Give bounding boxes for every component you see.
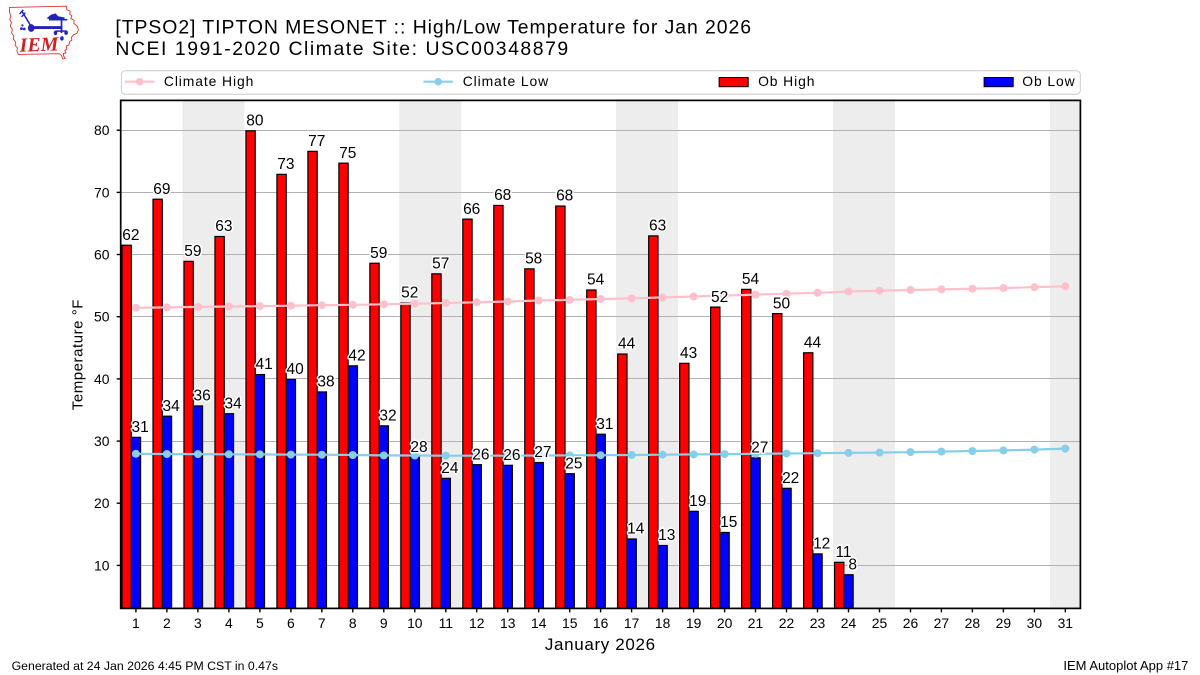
svg-text:4: 4 [225,615,233,631]
svg-text:75: 75 [339,145,356,162]
svg-text:29: 29 [996,615,1012,631]
svg-text:68: 68 [494,187,511,204]
svg-text:25: 25 [565,455,582,472]
svg-text:62: 62 [122,227,139,244]
svg-text:12: 12 [813,536,830,553]
svg-text:IEM: IEM [18,33,60,56]
svg-text:Ob Low: Ob Low [1022,73,1075,89]
svg-text:22: 22 [782,470,799,487]
svg-text:27: 27 [934,615,950,631]
svg-text:43: 43 [680,345,697,362]
svg-text:34: 34 [162,398,180,415]
svg-text:Temperature °F: Temperature °F [70,299,87,410]
svg-text:13: 13 [500,615,516,631]
svg-text:19: 19 [686,615,702,631]
svg-text:21: 21 [748,615,764,631]
svg-text:Climate Low: Climate Low [463,73,549,89]
svg-text:20: 20 [717,615,733,631]
svg-text:31: 31 [1058,615,1074,631]
svg-text:Climate High: Climate High [164,73,254,89]
svg-text:34: 34 [224,395,242,412]
svg-text:73: 73 [277,156,294,173]
svg-text:69: 69 [153,181,170,198]
svg-text:58: 58 [525,251,542,268]
svg-text:44: 44 [804,335,822,352]
svg-text:18: 18 [655,615,671,631]
svg-text:20: 20 [94,495,110,511]
svg-text:32: 32 [379,408,396,425]
svg-text:27: 27 [534,444,551,461]
svg-text:44: 44 [618,336,636,353]
svg-text:2: 2 [163,615,171,631]
svg-text:12: 12 [469,615,485,631]
svg-text:41: 41 [255,356,272,373]
svg-text:22: 22 [779,615,795,631]
svg-text:8: 8 [349,615,357,631]
svg-text:59: 59 [370,245,387,262]
svg-text:January 2026: January 2026 [545,635,656,654]
svg-text:24: 24 [841,615,857,631]
svg-text:70: 70 [94,184,110,200]
svg-text:57: 57 [432,256,449,273]
svg-text:9: 9 [380,615,388,631]
svg-text:68: 68 [556,188,573,205]
svg-text:59: 59 [184,243,201,260]
svg-text:52: 52 [401,285,418,302]
svg-text:3: 3 [194,615,202,631]
svg-text:26: 26 [903,615,919,631]
svg-text:26: 26 [472,446,489,463]
svg-text:54: 54 [742,271,760,288]
svg-text:10: 10 [407,615,423,631]
svg-text:14: 14 [531,615,547,631]
svg-text:77: 77 [308,133,325,150]
svg-text:10: 10 [94,557,110,573]
svg-text:19: 19 [689,493,706,510]
svg-text:7: 7 [318,615,326,631]
svg-text:5: 5 [256,615,264,631]
svg-text:23: 23 [810,615,826,631]
svg-text:6: 6 [287,615,295,631]
svg-text:IEM Autoplot App #17: IEM Autoplot App #17 [1063,658,1188,673]
svg-text:31: 31 [131,419,148,436]
svg-text:Generated at 24 Jan 2026 4:45: Generated at 24 Jan 2026 4:45 PM CST in … [12,659,278,673]
svg-text:NCEI 1991-2020 Climate Site: U: NCEI 1991-2020 Climate Site: USC00348879 [115,38,569,60]
svg-text:31: 31 [596,416,613,433]
svg-text:1: 1 [132,615,140,631]
svg-text:26: 26 [503,447,520,464]
svg-text:28: 28 [410,439,427,456]
svg-text:52: 52 [711,289,728,306]
svg-text:54: 54 [587,272,605,289]
svg-text:11: 11 [835,544,851,561]
svg-text:63: 63 [215,218,232,235]
svg-text:Ob High: Ob High [758,73,815,89]
svg-text:13: 13 [658,527,675,544]
svg-text:[TPSO2] TIPTON MESONET :: High: [TPSO2] TIPTON MESONET :: High/Low Tempe… [115,16,752,38]
svg-text:15: 15 [562,615,578,631]
svg-text:24: 24 [441,460,459,477]
svg-text:17: 17 [624,615,640,631]
svg-text:80: 80 [94,122,110,138]
svg-text:50: 50 [94,309,110,325]
svg-text:28: 28 [965,615,981,631]
svg-text:40: 40 [94,371,110,387]
svg-text:27: 27 [751,440,768,457]
svg-text:66: 66 [463,201,480,218]
svg-text:50: 50 [773,295,791,312]
svg-text:14: 14 [627,521,645,538]
svg-text:30: 30 [1027,615,1043,631]
svg-text:42: 42 [348,348,365,365]
svg-text:25: 25 [872,615,888,631]
svg-text:36: 36 [193,388,210,405]
svg-text:30: 30 [94,433,110,449]
svg-text:63: 63 [649,218,666,235]
svg-text:16: 16 [593,615,609,631]
svg-text:40: 40 [286,361,304,378]
svg-text:8: 8 [848,556,857,573]
svg-text:15: 15 [720,514,737,531]
svg-text:80: 80 [246,113,264,130]
svg-text:11: 11 [439,615,454,631]
svg-text:60: 60 [94,246,110,262]
svg-text:38: 38 [317,374,334,391]
